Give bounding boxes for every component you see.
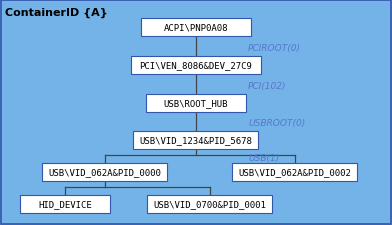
Text: USBROOT(0): USBROOT(0) (248, 119, 305, 128)
Text: HID_DEVICE: HID_DEVICE (38, 200, 92, 209)
Text: ACPI\PNP0A08: ACPI\PNP0A08 (164, 23, 228, 32)
FancyBboxPatch shape (147, 195, 272, 213)
FancyBboxPatch shape (20, 195, 110, 213)
Text: USB\VID_0700&PID_0001: USB\VID_0700&PID_0001 (154, 200, 267, 209)
Text: USB\ROOT_HUB: USB\ROOT_HUB (164, 99, 228, 108)
FancyBboxPatch shape (131, 57, 261, 75)
FancyBboxPatch shape (141, 19, 251, 37)
FancyBboxPatch shape (42, 163, 167, 181)
Text: USB\VID_1234&PID_5678: USB\VID_1234&PID_5678 (140, 136, 252, 145)
FancyBboxPatch shape (232, 163, 358, 181)
Text: USB\VID_062A&PID_0002: USB\VID_062A&PID_0002 (239, 168, 352, 177)
Text: PCI(102): PCI(102) (248, 82, 287, 91)
Text: PCI\VEN_8086&DEV_27C9: PCI\VEN_8086&DEV_27C9 (140, 61, 252, 70)
Text: USB\VID_062A&PID_0000: USB\VID_062A&PID_0000 (49, 168, 162, 177)
Text: PCIROOT(0): PCIROOT(0) (248, 44, 301, 53)
FancyBboxPatch shape (134, 131, 258, 149)
FancyBboxPatch shape (146, 94, 246, 112)
Text: USB(1): USB(1) (248, 154, 279, 163)
Text: ContainerID {A}: ContainerID {A} (5, 8, 108, 18)
